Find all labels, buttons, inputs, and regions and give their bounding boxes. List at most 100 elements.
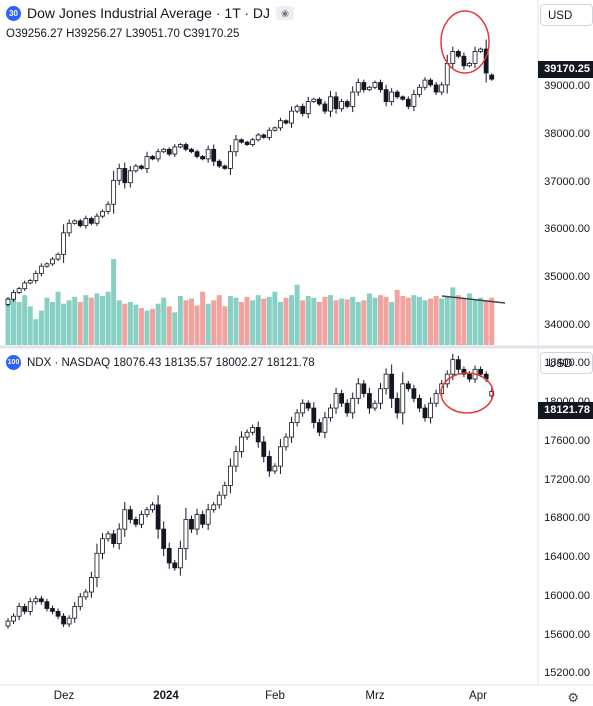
candle [105, 531, 111, 542]
y-tick-label: 35000.00 [544, 271, 590, 284]
candle [333, 92, 339, 114]
candle [328, 91, 333, 117]
candle [439, 82, 445, 95]
candle [255, 421, 261, 448]
volume-bar [277, 302, 283, 345]
eye-icon[interactable]: ◉ [276, 6, 295, 20]
volume-bar [66, 300, 72, 345]
volume-bar [322, 296, 328, 345]
volume-bar [38, 310, 44, 345]
candle [311, 97, 317, 104]
candle [244, 140, 250, 146]
ndx-last-price-tag: 18121.78 [538, 402, 593, 419]
candle [239, 431, 244, 458]
candle [227, 458, 233, 494]
volume-bar [233, 297, 239, 345]
volume-bar [294, 284, 300, 345]
candle [94, 213, 100, 227]
volume-bar [428, 298, 434, 345]
candle [305, 96, 311, 119]
volume-bar [461, 297, 467, 345]
dj-volume-series [5, 259, 495, 345]
candle [172, 144, 178, 157]
candle [155, 148, 161, 162]
candle [417, 394, 422, 412]
candle [133, 164, 139, 173]
candle [105, 201, 111, 215]
candle [11, 289, 16, 302]
candle [183, 507, 189, 561]
candle [144, 151, 150, 174]
dj-currency-select[interactable]: USD [540, 4, 593, 26]
dj-legend: 30 Dow Jones Industrial Average · 1T · D… [6, 5, 295, 21]
volume-bar [194, 305, 200, 345]
candle [339, 98, 345, 112]
volume-bar [72, 296, 78, 345]
volume-bar [333, 300, 339, 345]
candle [372, 80, 378, 90]
candle [89, 571, 94, 598]
volume-bar [133, 304, 139, 345]
candle [111, 530, 117, 548]
candle [361, 79, 367, 93]
candle [372, 400, 378, 411]
candle [316, 97, 322, 106]
volume-bar [172, 312, 178, 345]
candle [122, 162, 128, 189]
candle [216, 159, 222, 168]
candle [339, 389, 345, 408]
candle [461, 52, 467, 70]
candle [94, 543, 100, 588]
y-tick-label: 15200.00 [544, 667, 590, 680]
candle [50, 605, 55, 615]
volume-trend-line [441, 295, 506, 304]
candle [44, 262, 50, 268]
volume-bar [177, 295, 183, 345]
candle [133, 516, 139, 528]
volume-bar [394, 289, 400, 345]
candle [66, 219, 72, 237]
candle [127, 166, 133, 188]
volume-bar [272, 291, 278, 345]
candle [344, 399, 350, 417]
volume-bar [261, 298, 267, 345]
ndx-currency-select[interactable]: USD [540, 352, 593, 374]
volume-bar [300, 300, 306, 345]
dj-title[interactable]: Dow Jones Industrial Average · 1T · DJ [27, 5, 271, 21]
candle [44, 598, 50, 612]
candle [478, 47, 484, 53]
candle [139, 164, 144, 170]
x-tick-label: Dez [53, 690, 75, 702]
volume-bar [422, 300, 428, 345]
settings-icon[interactable]: ⚙ [567, 690, 579, 705]
candle [378, 79, 383, 93]
candle [255, 133, 261, 142]
volume-bar [244, 296, 250, 345]
volume-bar [250, 300, 256, 345]
candle [333, 387, 339, 414]
candle [33, 270, 39, 284]
volume-bar [416, 296, 422, 345]
volume-bar [400, 295, 406, 345]
volume-bar [61, 303, 67, 345]
candle [27, 597, 33, 616]
candle [300, 103, 306, 117]
candle [155, 495, 161, 539]
volume-bar [366, 293, 372, 345]
volume-bar [227, 295, 233, 345]
candle [205, 503, 211, 531]
volume-bar [378, 295, 384, 345]
candle [22, 603, 28, 615]
ndx-title[interactable]: NDX · NASDAQ 18076.43 18135.57 18002.27 … [27, 356, 315, 369]
dj-symbol-badge: 30 [6, 5, 21, 21]
candle [489, 73, 495, 81]
dj-candle-series [5, 39, 495, 307]
candle [366, 387, 372, 414]
candle [100, 532, 105, 560]
volume-bar [166, 306, 172, 345]
volume-bar [94, 293, 100, 345]
candle [383, 84, 389, 107]
candle [344, 99, 350, 109]
candle [350, 86, 356, 113]
